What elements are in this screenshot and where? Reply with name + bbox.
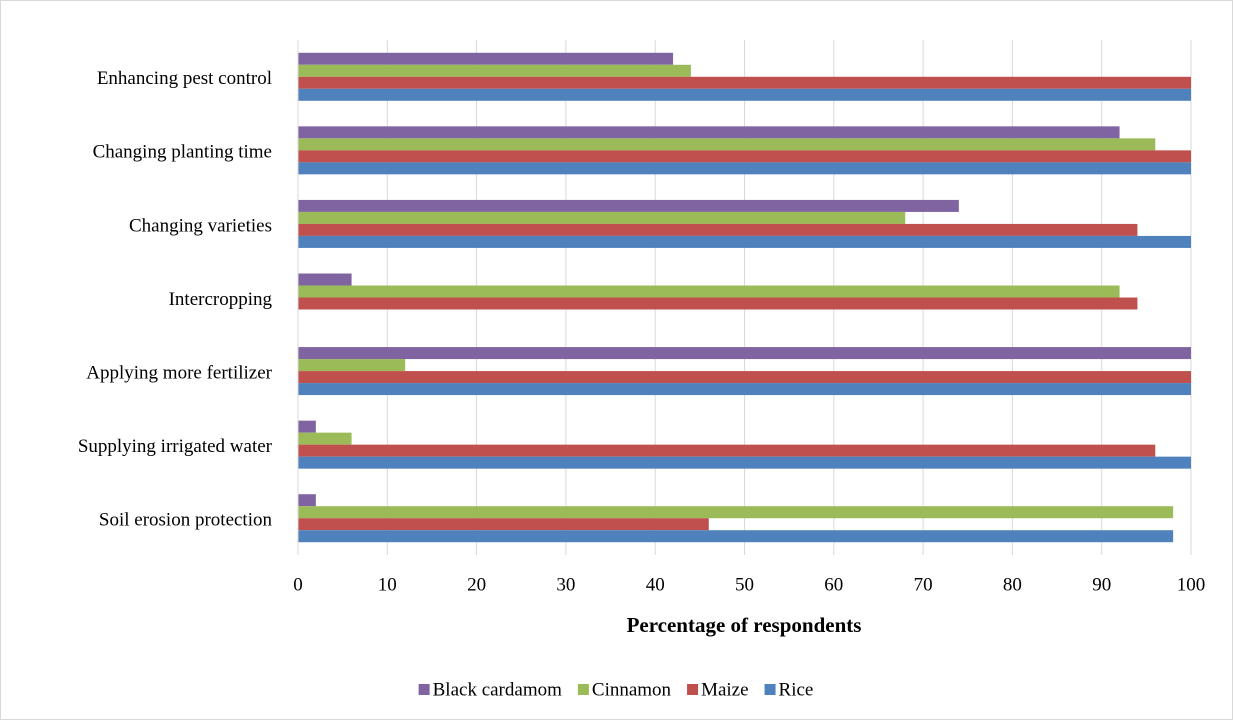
x-tick-label: 20 bbox=[467, 574, 486, 595]
legend-label: Rice bbox=[779, 679, 814, 700]
y-tick-label: Changing varieties bbox=[129, 215, 272, 236]
x-tick-label: 40 bbox=[646, 574, 665, 595]
x-tick-label: 30 bbox=[556, 574, 575, 595]
bar bbox=[298, 223, 1138, 236]
bar bbox=[298, 297, 1138, 310]
bar bbox=[298, 359, 406, 372]
x-axis-title: Percentage of respondents bbox=[627, 613, 862, 637]
x-tick-label: 100 bbox=[1177, 574, 1206, 595]
x-tick-label: 80 bbox=[1003, 574, 1022, 595]
y-tick-label: Applying more fertilizer bbox=[86, 362, 272, 383]
x-tick-label: 50 bbox=[735, 574, 754, 595]
bar bbox=[298, 371, 1191, 384]
bar bbox=[298, 285, 1120, 298]
bar bbox=[298, 138, 1156, 151]
x-tick-label: 10 bbox=[378, 574, 397, 595]
legend-swatch bbox=[418, 684, 430, 695]
x-tick-label: 60 bbox=[824, 574, 843, 595]
bar bbox=[298, 432, 352, 445]
legend-label: Maize bbox=[701, 679, 748, 700]
legend-label: Cinnamon bbox=[592, 679, 672, 700]
bar bbox=[298, 383, 1191, 396]
bar bbox=[298, 88, 1191, 101]
bar bbox=[298, 494, 316, 507]
y-tick-label: Changing planting time bbox=[93, 142, 272, 163]
x-tick-label: 70 bbox=[914, 574, 933, 595]
bar bbox=[298, 199, 959, 212]
legend-swatch bbox=[687, 684, 699, 695]
y-tick-label: Intercropping bbox=[169, 289, 273, 310]
bar bbox=[298, 235, 1191, 248]
bar bbox=[298, 347, 1191, 360]
bar bbox=[298, 150, 1191, 163]
y-tick-label: Soil erosion protection bbox=[99, 510, 273, 531]
bar bbox=[298, 211, 906, 224]
x-tick-label: 90 bbox=[1092, 574, 1111, 595]
legend-swatch bbox=[764, 684, 776, 695]
bar bbox=[298, 456, 1191, 469]
bar bbox=[298, 444, 1156, 457]
bar bbox=[298, 76, 1191, 89]
bar bbox=[298, 64, 691, 77]
bar bbox=[298, 273, 352, 286]
legend-swatch bbox=[577, 684, 589, 695]
bar bbox=[298, 506, 1174, 519]
bar bbox=[298, 126, 1120, 139]
y-tick-label: Supplying irrigated water bbox=[78, 436, 273, 457]
x-tick-label: 0 bbox=[293, 574, 303, 595]
bar bbox=[298, 162, 1191, 175]
y-tick-label: Enhancing pest control bbox=[97, 68, 272, 89]
bar bbox=[298, 52, 674, 65]
bar bbox=[298, 530, 1174, 543]
bar bbox=[298, 420, 316, 433]
legend-label: Black cardamom bbox=[433, 679, 562, 700]
bar bbox=[298, 518, 709, 531]
